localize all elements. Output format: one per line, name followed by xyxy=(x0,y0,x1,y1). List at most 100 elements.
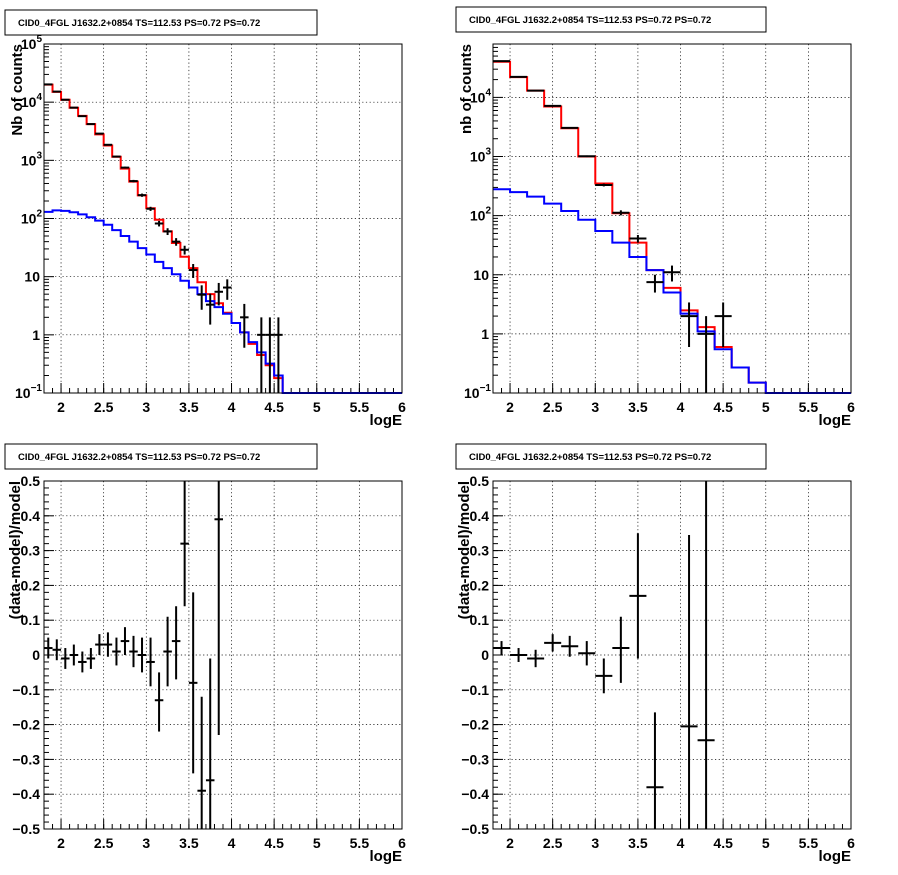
data-point xyxy=(663,265,681,282)
y-tick-label: 10−1 xyxy=(15,383,42,401)
y-tick-label: 0.2 xyxy=(470,577,490,593)
data-point xyxy=(120,627,130,655)
plot-area xyxy=(493,44,851,393)
panel-4: CID0_4FGL J1632.2+0854 TS=112.53 PS=0.72… xyxy=(455,443,855,865)
data-point xyxy=(510,648,528,662)
data-point xyxy=(714,302,732,347)
data-point xyxy=(612,210,630,216)
x-tick-label: 4.5 xyxy=(713,399,733,415)
x-axis-label: logE xyxy=(370,848,403,865)
x-tick-label: 4 xyxy=(228,835,236,851)
y-tick-label: 0.1 xyxy=(21,612,41,628)
data-point xyxy=(578,155,596,158)
data-point xyxy=(52,639,62,661)
y-tick-label: 0.4 xyxy=(21,508,41,524)
x-tick-label: 3.5 xyxy=(628,399,648,415)
x-tick-label: 3 xyxy=(142,835,150,851)
chart-title: CID0_4FGL J1632.2+0854 TS=112.53 PS=0.72… xyxy=(18,452,260,463)
plot-frame xyxy=(43,43,403,394)
data-point xyxy=(163,228,172,236)
x-tick-label: 2 xyxy=(506,399,514,415)
data-point xyxy=(265,317,275,393)
data-point xyxy=(188,264,198,278)
data-point xyxy=(137,637,147,673)
y-axis-label: (data-model)/model xyxy=(456,481,473,619)
data-point xyxy=(112,155,121,158)
x-tick-label: 4 xyxy=(228,399,236,415)
y-tick-label: −0.5 xyxy=(12,821,40,837)
data-point xyxy=(180,245,189,255)
title-box xyxy=(455,6,767,33)
plot-frame xyxy=(43,480,403,830)
x-tick-label: 5.5 xyxy=(799,835,819,851)
y-tick-label: 1 xyxy=(32,327,40,343)
x-axis-label: logE xyxy=(819,412,852,429)
data-point xyxy=(680,302,698,347)
data-point xyxy=(188,592,198,774)
x-tick-label: 2 xyxy=(57,399,65,415)
data-point xyxy=(205,658,215,829)
y-tick-label: −0.3 xyxy=(12,751,40,767)
data-point xyxy=(223,279,232,300)
data-point xyxy=(544,104,562,107)
data-point xyxy=(595,658,613,694)
x-tick-label: 6 xyxy=(847,835,855,851)
y-tick-label: 0 xyxy=(32,647,40,663)
x-tick-label: 5 xyxy=(313,399,321,415)
data-point xyxy=(578,641,596,666)
y-tick-label: 102 xyxy=(470,206,492,224)
x-tick-label: 3 xyxy=(591,399,599,415)
data-point xyxy=(69,106,79,109)
y-tick-label: 0.5 xyxy=(470,473,490,489)
x-tick-label: 4.5 xyxy=(264,835,284,851)
data-point xyxy=(112,637,121,666)
chart-title: CID0_4FGL J1632.2+0854 TS=112.53 PS=0.72… xyxy=(469,452,711,463)
x-tick-label: 3 xyxy=(591,835,599,851)
y-tick-label: 10−1 xyxy=(464,383,491,401)
x-tick-label: 5 xyxy=(313,835,321,851)
y-tick-label: 0.1 xyxy=(470,612,490,628)
data-point xyxy=(544,634,562,652)
y-tick-label: −0.4 xyxy=(461,786,489,802)
y-tick-label: −0.2 xyxy=(461,717,489,733)
x-tick-label: 3.5 xyxy=(628,835,648,851)
panel-2: CID0_4FGL J1632.2+0854 TS=112.53 PS=0.72… xyxy=(455,6,855,429)
data-point xyxy=(612,616,630,683)
x-tick-label: 3.5 xyxy=(179,399,199,415)
data-point xyxy=(78,115,87,118)
data-point xyxy=(697,481,715,829)
x-tick-label: 6 xyxy=(398,399,406,415)
y-tick-label: −0.4 xyxy=(12,786,40,802)
data-point xyxy=(527,649,545,668)
x-tick-label: 2 xyxy=(57,835,65,851)
y-tick-label: −0.2 xyxy=(12,717,40,733)
data-point xyxy=(95,132,104,135)
y-axis-label: nb of counts xyxy=(458,44,475,134)
panel-3: CID0_4FGL J1632.2+0854 TS=112.53 PS=0.72… xyxy=(4,443,406,865)
x-tick-label: 5.5 xyxy=(799,399,819,415)
plot-frame xyxy=(492,480,852,830)
y-tick-label: 0.3 xyxy=(21,543,41,559)
data-point xyxy=(103,143,113,146)
plot-frame xyxy=(492,43,852,394)
y-tick-label: 0 xyxy=(481,647,489,663)
x-tick-label: 2.5 xyxy=(543,835,563,851)
x-tick-label: 4 xyxy=(677,399,685,415)
y-tick-label: 0.5 xyxy=(21,473,41,489)
data-point xyxy=(180,481,189,607)
x-axis-label: logE xyxy=(819,848,852,865)
data-point xyxy=(595,183,613,187)
x-tick-label: 4.5 xyxy=(713,835,733,851)
y-tick-label: 10 xyxy=(473,267,489,283)
y-tick-label: 105 xyxy=(21,34,43,52)
y-tick-label: 0.2 xyxy=(21,577,41,593)
x-tick-label: 5.5 xyxy=(350,399,370,415)
x-tick-label: 4.5 xyxy=(264,399,284,415)
data-point xyxy=(171,238,181,246)
data-point xyxy=(680,534,698,829)
y-tick-label: 102 xyxy=(21,209,43,227)
x-tick-label: 4 xyxy=(677,835,685,851)
data-point xyxy=(197,285,206,310)
data-point xyxy=(163,616,172,687)
data-point xyxy=(697,316,715,393)
